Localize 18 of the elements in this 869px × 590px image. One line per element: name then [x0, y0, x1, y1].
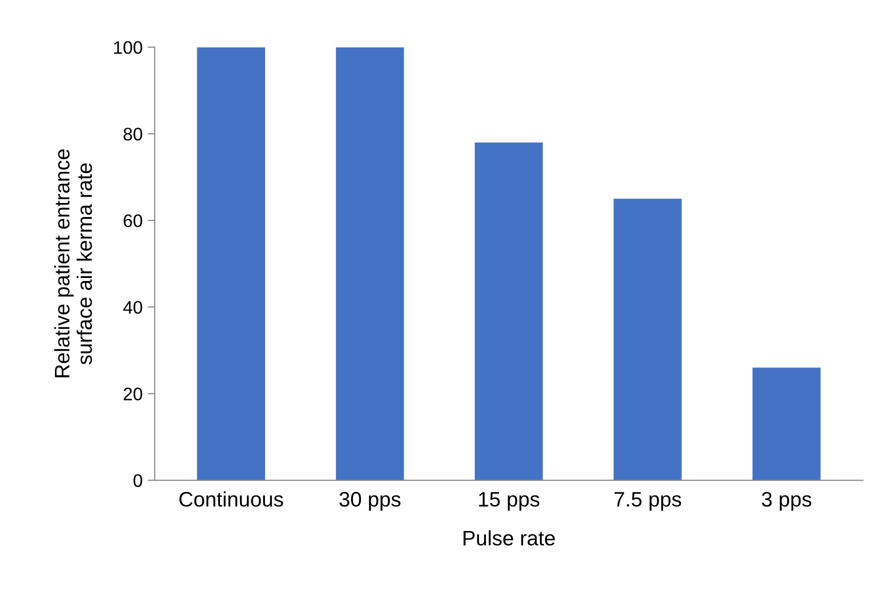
bar [474, 142, 543, 480]
bar [752, 368, 821, 480]
y-tick-label: 20 [124, 388, 142, 400]
x-tick-label: 3 pps [762, 492, 812, 511]
x-tick-label: 7.5 pps [614, 492, 682, 511]
x-axis-title: Pulse rate [464, 530, 555, 546]
y-tick-label: 60 [124, 214, 142, 228]
y-tick-label: 80 [124, 128, 142, 141]
y-tick-label: 100 [114, 41, 142, 54]
bar [336, 47, 404, 480]
bar [614, 198, 682, 480]
x-tick-label: Continuous [179, 491, 284, 507]
x-tick-label: 30 pps [339, 492, 400, 511]
y-tick-label: 0 [134, 474, 142, 487]
y-tick-label: 40 [123, 300, 142, 314]
bar [197, 47, 266, 480]
x-tick-label: 15 pps [479, 492, 540, 511]
y-axis-title: Relative patient entrance surface air kerma rate [54, 149, 92, 378]
